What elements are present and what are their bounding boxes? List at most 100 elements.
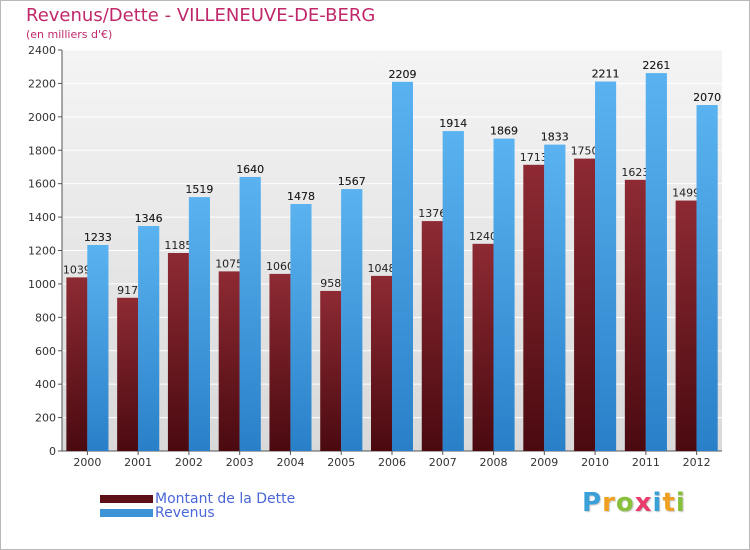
y-tick-label: 200	[35, 412, 56, 425]
x-tick-label: 2007	[429, 456, 457, 469]
logo-letter: o	[615, 488, 635, 518]
chart-subtitle: (en milliers d'€)	[26, 28, 113, 41]
legend-label-debt: Montant de la Dette	[155, 490, 296, 507]
data-label-revenus: 1914	[439, 117, 467, 130]
x-tick-label: 2009	[530, 456, 558, 469]
data-label-revenus: 2070	[693, 91, 721, 104]
data-label-revenus-top: 2070	[693, 91, 721, 104]
legend-item-revenus: Revenus	[100, 502, 215, 521]
x-tick-label: 2000	[73, 456, 101, 469]
data-label-revenus: 1478	[287, 190, 315, 203]
data-label-debt: 1499	[672, 187, 700, 200]
data-label-revenus: 1233	[84, 231, 112, 244]
data-label-debt: 958	[320, 277, 341, 290]
logo-letter: i	[675, 488, 686, 518]
bar-debt	[66, 277, 88, 451]
bar-debt	[624, 179, 646, 452]
data-label-revenus-top: 1346	[135, 212, 163, 225]
data-label-revenus-top: 1233	[84, 231, 112, 244]
legend-swatch-debt	[100, 494, 153, 503]
y-tick-label: 0	[49, 445, 56, 458]
bar-debt	[675, 200, 697, 451]
legend-swatch-revenus	[100, 508, 153, 517]
data-label-debt: 1048	[368, 262, 396, 275]
logo-letter: r	[602, 488, 616, 518]
logo-letter: t	[662, 488, 676, 518]
logo-letter: i	[652, 488, 663, 518]
data-label-debt: 1060	[266, 260, 294, 273]
y-tick-label: 1400	[28, 211, 56, 224]
bar-debt	[320, 290, 342, 451]
y-tick-label: 1600	[28, 178, 56, 191]
data-label-revenus-top: 1640	[236, 163, 264, 176]
x-tick-label: 2002	[175, 456, 203, 469]
x-tick-label: 2004	[276, 456, 304, 469]
data-label-revenus: 1833	[541, 131, 569, 144]
data-label-revenus-top: 1914	[439, 117, 467, 130]
data-label-debt: 1750	[571, 145, 599, 158]
y-tick-label: 400	[35, 378, 56, 391]
y-tick-label: 1200	[28, 245, 56, 258]
bar-debt	[117, 297, 139, 451]
data-label-revenus: 2211	[592, 68, 620, 81]
y-tick-label: 2400	[28, 44, 56, 57]
data-label-revenus-top: 2211	[592, 68, 620, 81]
legend-label-revenus: Revenus	[155, 504, 215, 521]
x-tick-label: 2012	[683, 456, 711, 469]
bar-revenus-overlay	[239, 176, 261, 451]
x-tick-label: 2008	[480, 456, 508, 469]
bar-debt	[371, 275, 392, 451]
data-label-debt: 1713	[520, 151, 548, 164]
bar-debt	[167, 253, 189, 451]
bar-debt	[472, 243, 494, 451]
data-label-debt: 1039	[63, 263, 91, 276]
chart-title: Revenus/Dette - VILLENEUVE-DE-BERG	[26, 5, 376, 26]
bar-debt	[523, 164, 545, 451]
data-label-revenus-top: 1869	[490, 125, 518, 138]
data-label-debt: 1075	[215, 257, 243, 270]
y-tick-label: 800	[35, 311, 56, 324]
x-tick-label: 2001	[124, 456, 152, 469]
data-label-debt: 1185	[164, 239, 192, 252]
x-tick-label: 2010	[581, 456, 609, 469]
bar-revenus-overlay	[544, 144, 566, 451]
data-label-debt: 917	[117, 284, 138, 297]
data-label-revenus: 1346	[135, 212, 163, 225]
y-tick-label: 600	[35, 345, 56, 358]
bar-revenus-overlay	[341, 189, 363, 451]
data-label-revenus-top: 1478	[287, 190, 315, 203]
y-tick-label: 1800	[28, 144, 56, 157]
data-label-revenus-top: 2209	[389, 68, 417, 81]
data-label-debt: 1240	[469, 230, 497, 243]
x-tick-label: 2006	[378, 456, 406, 469]
data-label-debt: 1376	[418, 207, 446, 220]
y-tick-label: 2200	[28, 77, 56, 90]
x-tick-label: 2005	[327, 456, 355, 469]
x-tick-label: 2003	[226, 456, 254, 469]
bar-revenus-overlay	[645, 73, 667, 452]
data-label-revenus-top: 1519	[185, 183, 213, 196]
bar-revenus-overlay	[392, 81, 413, 452]
bar-debt	[218, 271, 240, 451]
logo-letter: x	[634, 488, 653, 518]
bar-debt	[269, 273, 291, 451]
data-label-revenus: 1869	[490, 125, 518, 138]
bar-debt	[574, 158, 596, 451]
bar-revenus-overlay	[696, 105, 718, 451]
data-label-revenus-top: 1567	[338, 175, 366, 188]
proxiti-logo: Proxiti	[582, 488, 686, 518]
legend-item-debt: Montant de la Dette	[100, 488, 295, 507]
bar-revenus-overlay	[87, 244, 109, 451]
logo-letter: P	[582, 488, 603, 518]
bar-revenus-overlay	[138, 226, 160, 451]
data-label-revenus: 1519	[185, 183, 213, 196]
data-label-debt: 1623	[621, 166, 649, 179]
data-label-revenus: 1567	[338, 175, 366, 188]
bar-revenus-overlay	[290, 204, 312, 451]
y-tick-label: 1000	[28, 278, 56, 291]
x-tick-label: 2011	[632, 456, 660, 469]
data-label-revenus-top: 1833	[541, 131, 569, 144]
bar-revenus-overlay	[188, 197, 210, 451]
data-label-revenus: 1640	[236, 163, 264, 176]
data-label-revenus: 2261	[642, 59, 670, 72]
